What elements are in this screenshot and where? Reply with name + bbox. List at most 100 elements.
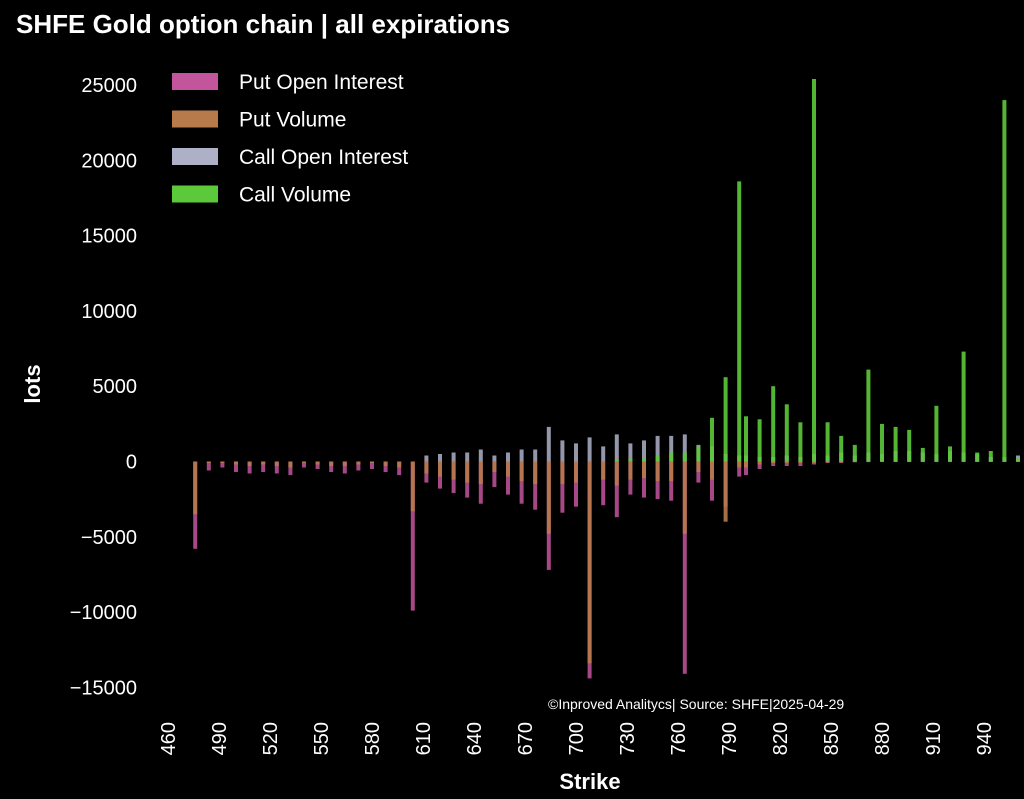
bar-put-volume bbox=[546, 461, 551, 534]
bar-call-volume bbox=[880, 423, 884, 462]
y-tick-label: 0 bbox=[126, 452, 137, 474]
bar-put-volume bbox=[961, 461, 966, 462]
x-tick-label: 520 bbox=[260, 722, 282, 755]
bar-put-volume bbox=[574, 461, 578, 483]
bar-call-volume bbox=[1002, 100, 1007, 462]
bar-put-open-interest bbox=[696, 461, 701, 483]
bar-put-volume bbox=[492, 461, 497, 472]
bar-put-volume bbox=[424, 461, 429, 474]
y-tick-label: 25000 bbox=[81, 75, 137, 97]
bar-put-volume bbox=[315, 461, 320, 465]
legend-swatch bbox=[172, 185, 218, 203]
bar-put-volume bbox=[771, 461, 776, 463]
bar-put-volume bbox=[655, 461, 660, 482]
bar-call-volume bbox=[961, 351, 966, 462]
y-tick-label: 15000 bbox=[81, 226, 137, 248]
bar-put-volume bbox=[288, 461, 293, 468]
bar-put-volume bbox=[438, 461, 442, 477]
bar-put-open-interest bbox=[519, 461, 524, 504]
bar-put-volume bbox=[669, 461, 674, 482]
bar-put-volume bbox=[866, 461, 871, 462]
bar-call-open-interest bbox=[478, 449, 483, 462]
x-tick-label: 940 bbox=[974, 722, 996, 755]
bar-put-open-interest bbox=[370, 461, 374, 469]
y-tick-label: −15000 bbox=[70, 677, 137, 699]
bar-put-volume bbox=[812, 461, 816, 463]
bar-put-open-interest bbox=[642, 461, 646, 498]
legend-swatch bbox=[172, 110, 218, 128]
bar-put-open-interest bbox=[710, 461, 714, 501]
bar-put-volume bbox=[682, 461, 687, 534]
x-tick-label: 580 bbox=[362, 722, 384, 755]
bar-call-open-interest bbox=[424, 455, 429, 462]
bar-call-open-interest bbox=[546, 426, 551, 462]
x-tick-label: 880 bbox=[872, 722, 894, 755]
bar-call-volume bbox=[948, 446, 952, 462]
bar-call-volume bbox=[784, 404, 789, 462]
bar-put-open-interest bbox=[574, 461, 578, 507]
legend: Put Open Interest Put Volume Call Open Int… bbox=[172, 71, 408, 207]
bar-put-volume bbox=[342, 461, 347, 466]
bar-call-volume bbox=[798, 422, 803, 462]
y-tick-label: 20000 bbox=[81, 150, 137, 172]
bar-call-open-interest bbox=[451, 452, 456, 462]
y-axis-label: lots bbox=[20, 364, 45, 403]
bar-put-open-interest bbox=[383, 461, 388, 472]
bar-put-volume bbox=[370, 461, 374, 463]
bar-put-open-interest bbox=[315, 461, 320, 469]
bar-call-volume bbox=[669, 452, 674, 462]
bar-put-open-interest bbox=[288, 461, 293, 476]
y-tick-label: 10000 bbox=[81, 301, 137, 323]
bar-put-volume bbox=[206, 461, 211, 463]
bar-put-open-interest bbox=[757, 461, 762, 469]
bar-put-open-interest bbox=[771, 461, 776, 466]
y-axis-ticks: 25000 20000 15000 10000 5000 0 −5000 −10000 −150… bbox=[70, 75, 137, 699]
bar-call-volume bbox=[812, 79, 816, 462]
bar-put-open-interest bbox=[410, 461, 415, 611]
bar-call-volume bbox=[628, 458, 633, 462]
bar-call-open-interest bbox=[506, 452, 510, 462]
bar-call-open-interest bbox=[465, 452, 470, 462]
bar-call-open-interest bbox=[438, 454, 442, 462]
bar-call-open-interest bbox=[492, 455, 497, 462]
bar-put-open-interest bbox=[302, 461, 306, 468]
bar-call-volume bbox=[744, 416, 748, 462]
bar-put-volume bbox=[852, 461, 857, 462]
bar-put-open-interest bbox=[492, 461, 497, 488]
bar-put-volume bbox=[234, 461, 238, 465]
y-tick-label: −10000 bbox=[70, 602, 137, 624]
x-tick-label: 490 bbox=[209, 722, 231, 755]
x-axis-ticks: 460 490 520 550 580 610 640 670 700 730 760 790 820 8… bbox=[158, 722, 996, 755]
x-tick-label: 640 bbox=[464, 722, 486, 755]
bar-put-open-interest bbox=[737, 461, 742, 477]
x-tick-label: 760 bbox=[668, 722, 690, 755]
bar-call-volume bbox=[988, 451, 993, 462]
bar-put-volume bbox=[975, 461, 980, 462]
bar-call-volume bbox=[614, 460, 619, 462]
bar-put-volume bbox=[220, 461, 225, 463]
x-tick-label: 820 bbox=[770, 722, 792, 755]
x-tick-label: 850 bbox=[821, 722, 843, 755]
bar-put-volume bbox=[302, 461, 306, 463]
bar-put-volume bbox=[506, 461, 510, 477]
bar-call-volume bbox=[975, 452, 980, 462]
bar-call-open-interest bbox=[533, 449, 538, 462]
bar-put-volume bbox=[907, 461, 912, 462]
bar-put-volume bbox=[519, 461, 524, 482]
bar-call-volume bbox=[696, 446, 701, 462]
bar-call-volume bbox=[893, 426, 898, 462]
x-tick-label: 910 bbox=[923, 722, 945, 755]
bar-put-volume bbox=[723, 461, 728, 522]
bar-put-volume bbox=[614, 461, 619, 486]
bar-put-volume bbox=[451, 461, 456, 480]
bar-call-volume bbox=[825, 422, 830, 462]
bar-put-volume bbox=[533, 461, 538, 485]
bar-put-open-interest bbox=[560, 461, 565, 513]
x-tick-label: 460 bbox=[158, 722, 180, 755]
bar-put-volume bbox=[934, 461, 939, 462]
x-tick-label: 790 bbox=[719, 722, 741, 755]
bar-call-open-interest bbox=[560, 440, 565, 462]
bar-put-volume bbox=[356, 461, 361, 465]
bar-put-volume bbox=[784, 461, 789, 463]
bar-call-volume bbox=[771, 386, 776, 462]
